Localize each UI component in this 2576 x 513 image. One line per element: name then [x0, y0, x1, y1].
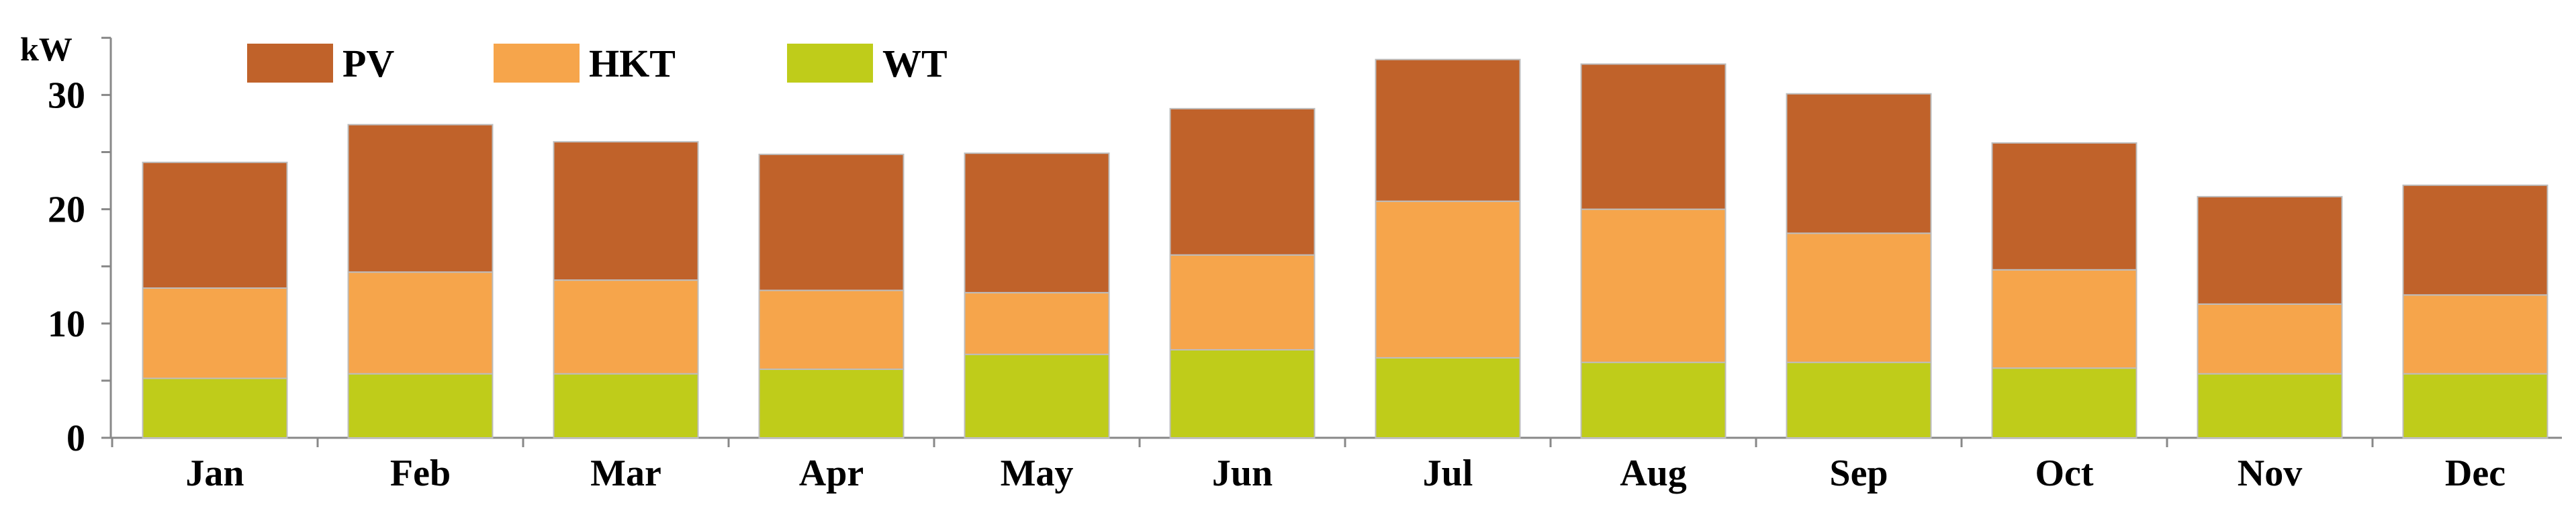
x-tick-label-may: May — [1001, 453, 1074, 494]
bar-hkt-aug — [1580, 208, 1727, 363]
bar-pv-may — [964, 152, 1110, 293]
bar-hkt-nov — [2197, 303, 2343, 375]
legend-swatch-wt — [787, 44, 873, 83]
bar-wt-apr — [758, 368, 905, 439]
legend-label-wt: WT — [882, 42, 948, 85]
bar-wt-aug — [1580, 361, 1727, 439]
bar-wt-nov — [2197, 373, 2343, 438]
bar-wt-may — [964, 353, 1110, 439]
bar-hkt-may — [964, 291, 1110, 355]
bar-pv-aug — [1580, 63, 1727, 210]
bar-pv-apr — [758, 153, 905, 291]
y-tick-label: 0 — [66, 418, 85, 459]
bar-hkt-apr — [758, 289, 905, 370]
y-axis-unit-label: kW — [20, 30, 73, 68]
bar-wt-jan — [142, 377, 288, 438]
bar-wt-oct — [1991, 367, 2137, 438]
bar-pv-nov — [2197, 195, 2343, 305]
x-tick-label-aug: Aug — [1620, 453, 1687, 494]
bar-hkt-feb — [347, 271, 494, 375]
bars — [142, 58, 2548, 439]
legend-label-pv: PV — [342, 42, 394, 85]
y-tick-label: 20 — [48, 189, 85, 231]
y-tick-label: 30 — [48, 75, 85, 116]
legend: PV HKT WT — [247, 42, 948, 85]
x-tick-label-nov: Nov — [2238, 453, 2302, 494]
x-tick-labels: Jan Feb Mar Apr May Jun Jul Aug Sep Oct Nov Dec — [185, 453, 2505, 494]
x-tick-label-apr: Apr — [799, 453, 864, 494]
legend-swatch-hkt — [494, 44, 580, 83]
bar-wt-jun — [1169, 348, 1316, 438]
x-tick-label-jan: Jan — [185, 453, 244, 494]
bar-hkt-jan — [142, 287, 288, 379]
bar-wt-dec — [2402, 373, 2548, 438]
bar-pv-jul — [1375, 58, 1521, 202]
legend-label-hkt: HKT — [589, 42, 676, 85]
x-tick-label-jul: Jul — [1423, 453, 1473, 494]
bar-pv-jan — [142, 161, 288, 289]
bar-pv-jun — [1169, 107, 1316, 256]
bar-hkt-oct — [1991, 269, 2137, 369]
y-tick-labels: 0 10 20 30 — [48, 75, 85, 459]
bar-hkt-sep — [1786, 232, 1932, 363]
bar-pv-dec — [2402, 184, 2548, 296]
x-tick-label-dec: Dec — [2445, 453, 2505, 494]
x-tick-label-sep: Sep — [1829, 453, 1888, 494]
bar-wt-feb — [347, 373, 494, 438]
bar-hkt-dec — [2402, 294, 2548, 375]
legend-swatch-pv — [247, 44, 333, 83]
bar-pv-mar — [553, 141, 699, 281]
bar-hkt-jun — [1169, 254, 1316, 351]
bar-pv-feb — [347, 124, 494, 273]
x-tick-label-mar: Mar — [590, 453, 661, 494]
x-tick-label-oct: Oct — [2035, 453, 2093, 494]
bar-pv-oct — [1991, 142, 2137, 271]
x-tick-label-jun: Jun — [1212, 453, 1273, 494]
axes — [101, 36, 2562, 447]
bar-hkt-jul — [1375, 200, 1521, 359]
y-tick-label: 10 — [48, 304, 85, 345]
bar-wt-jul — [1375, 357, 1521, 438]
bar-hkt-mar — [553, 279, 699, 375]
bar-wt-sep — [1786, 361, 1932, 439]
bar-pv-sep — [1786, 93, 1932, 234]
bar-wt-mar — [553, 373, 699, 438]
x-tick-label-feb: Feb — [390, 453, 451, 494]
